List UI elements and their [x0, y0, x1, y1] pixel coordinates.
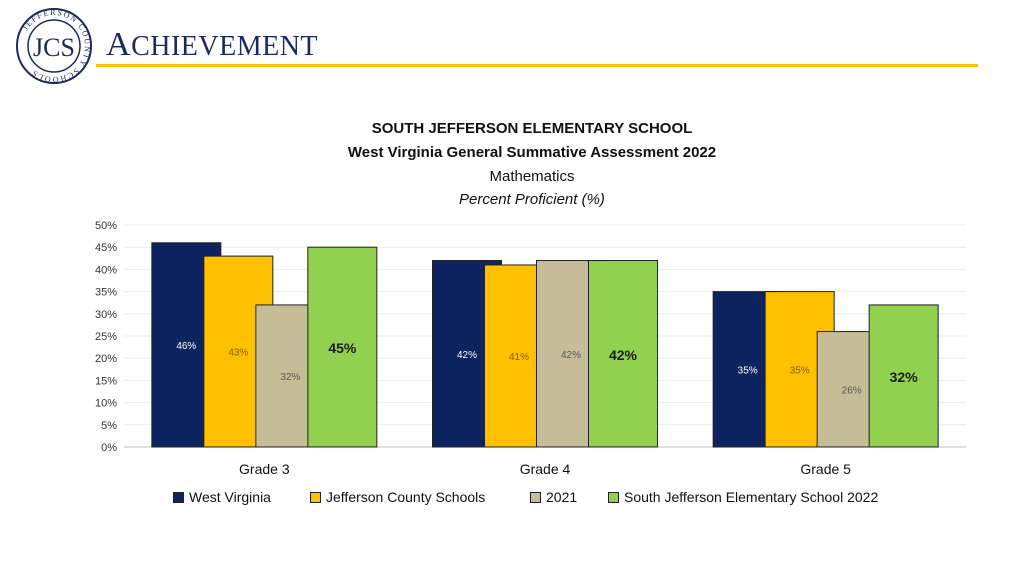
- legend-swatch: [310, 491, 321, 503]
- legend-label: 2021: [546, 489, 578, 505]
- data-label: 35%: [738, 365, 758, 376]
- jefferson-county-schools-logo: JEFFERSON COUNTY SCHOOLS JCS: [16, 8, 92, 84]
- y-tick-label: 50%: [95, 220, 117, 232]
- legend-label: South Jefferson Elementary School 2022: [624, 489, 879, 505]
- page-title-rest: CHIEVEMENT: [131, 31, 319, 62]
- x-category-label: Grade 5: [800, 461, 851, 477]
- legend-item: 2021: [530, 489, 577, 505]
- legend-item: South Jefferson Elementary School 2022: [608, 489, 878, 505]
- x-category-label: Grade 4: [520, 461, 571, 477]
- y-tick-label: 10%: [95, 398, 117, 410]
- bar: [588, 260, 658, 448]
- bar: [868, 304, 939, 448]
- data-label: 32%: [280, 372, 300, 383]
- title-underline-rule: [96, 64, 978, 67]
- data-label: 41%: [509, 352, 529, 363]
- legend-swatch: [173, 491, 184, 503]
- y-tick-label: 40%: [95, 264, 117, 276]
- logo-monogram: JCS: [33, 33, 75, 62]
- data-label: 42%: [457, 350, 477, 361]
- y-tick-label: 5%: [101, 420, 117, 432]
- x-category-label: Grade 3: [239, 461, 290, 477]
- chart-subtitle: West Virginia General Summative Assessme…: [347, 144, 717, 161]
- y-tick-label: 30%: [95, 309, 117, 321]
- y-tick-label: 15%: [95, 375, 117, 387]
- y-tick-label: 20%: [95, 353, 117, 365]
- chart-ylabel: Percent Proficient (%): [459, 191, 605, 208]
- page-title: ACHIEVEMENT: [106, 26, 318, 64]
- data-label: 46%: [176, 341, 196, 352]
- bar: [307, 246, 378, 448]
- y-tick-label: 0%: [101, 442, 117, 454]
- legend-swatch: [608, 491, 619, 503]
- y-tick-label: 25%: [95, 331, 117, 343]
- legend-label: West Virginia: [189, 489, 271, 505]
- data-label: 32%: [890, 369, 919, 385]
- data-label: 42%: [609, 347, 638, 363]
- data-label: 42%: [561, 350, 581, 361]
- data-label: 35%: [790, 365, 810, 376]
- y-tick-label: 35%: [95, 287, 117, 299]
- legend-label: Jefferson County Schools: [326, 489, 486, 505]
- chart-title: SOUTH JEFFERSON ELEMENTARY SCHOOL: [371, 120, 693, 137]
- y-tick-label: 45%: [95, 242, 117, 254]
- chart-subject: Mathematics: [489, 168, 575, 185]
- bar-chart: 0% 5% 10% 15% 20% 25% 30% 35% 40% 45% 50% 46% 43% 32%…: [95, 220, 966, 477]
- data-label: 26%: [842, 385, 862, 396]
- legend-item: Jefferson County Schools: [310, 489, 485, 505]
- chart-legend: West Virginia Jefferson County Schools 202…: [0, 489, 1024, 509]
- slide-header: JEFFERSON COUNTY SCHOOLS JCS ACHIEVEMENT: [0, 0, 1024, 84]
- legend-swatch: [530, 491, 541, 503]
- page-title-initial: A: [106, 26, 132, 63]
- legend-item: West Virginia: [173, 489, 271, 505]
- data-label: 45%: [328, 340, 357, 356]
- data-label: 43%: [228, 348, 248, 359]
